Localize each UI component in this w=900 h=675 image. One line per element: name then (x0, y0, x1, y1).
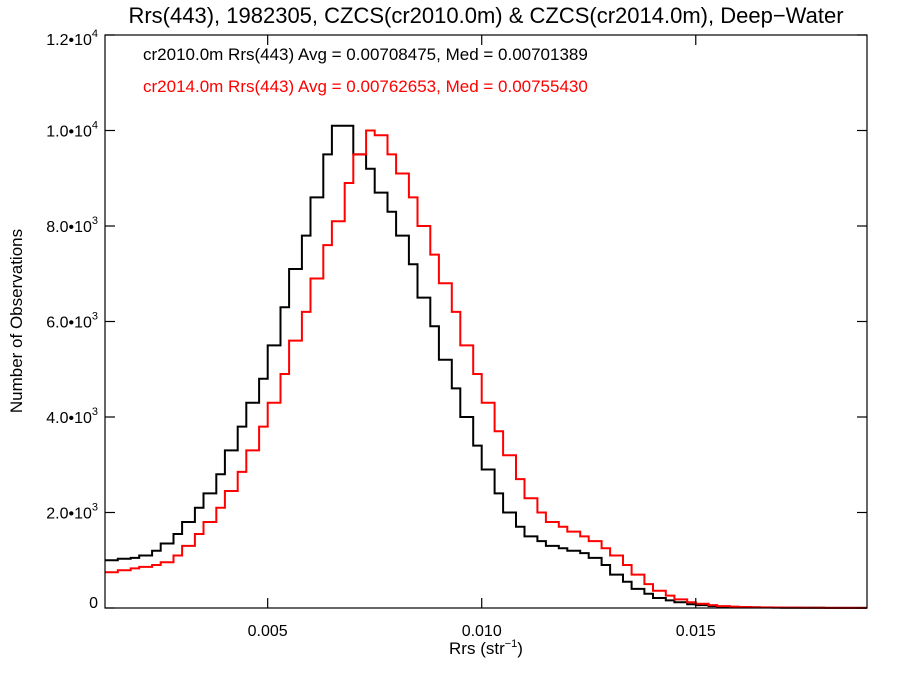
y-tick-label: 1.0•104 (46, 120, 98, 141)
y-tick-label: 1.2•104 (46, 28, 98, 49)
plot-frame (104, 34, 868, 609)
x-tick-label: 0.005 (248, 623, 288, 640)
y-axis: 0 2.0•103 4.0•103 6.0•103 8.0•103 1.0•104 1.2•… (46, 28, 867, 612)
y-tick-label: 8.0•103 (46, 215, 98, 236)
legend-entry-2: cr2014.0m Rrs(443) Avg = 0.00762653, Med… (143, 77, 588, 96)
x-axis: 0.005 0.010 0.015 (248, 35, 716, 640)
y-tick-label: 0 (89, 595, 98, 612)
x-tick-label: 0.010 (462, 623, 502, 640)
y-tick-label: 4.0•103 (46, 406, 98, 427)
series-line-2 (105, 129, 867, 609)
legend-entry-1: cr2010.0m Rrs(443) Avg = 0.00708475, Med… (143, 45, 588, 64)
x-tick-label: 0.015 (676, 623, 716, 640)
y-tick-label: 2.0•103 (46, 502, 98, 523)
y-tick-label: 6.0•103 (46, 311, 98, 332)
chart-title: Rrs(443), 1982305, CZCS(cr2010.0m) & CZC… (128, 3, 843, 28)
y-axis-label: Number of Observations (7, 229, 26, 413)
x-axis-label-superscript: −1 (505, 638, 518, 650)
series-layer (105, 124, 867, 609)
x-axis-label: Rrs (str−1) (449, 638, 523, 658)
legend: cr2010.0m Rrs(443) Avg = 0.00708475, Med… (143, 45, 588, 96)
series-line-1 (105, 124, 867, 609)
